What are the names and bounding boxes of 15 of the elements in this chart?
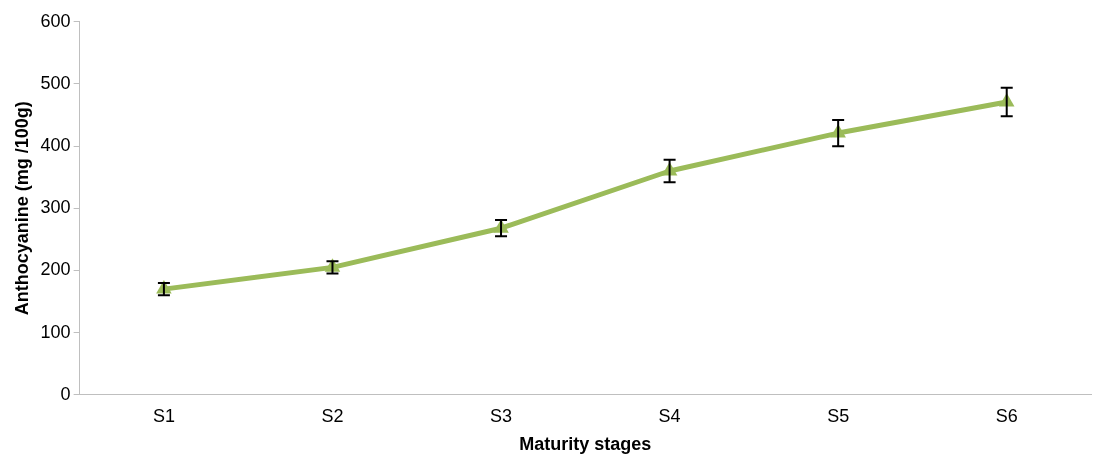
y-tick-label: 600 <box>40 10 71 31</box>
y-tick-label: 300 <box>40 197 71 218</box>
y-tick-label: 400 <box>40 135 71 156</box>
x-tick-label: S2 <box>321 405 344 426</box>
x-tick-label: S3 <box>490 405 513 426</box>
x-tick-label: S6 <box>995 405 1018 426</box>
x-tick-label: S1 <box>152 405 175 426</box>
y-tick-label: 500 <box>40 72 71 93</box>
y-axis-title: Anthocyanine (mg /100g) <box>11 101 32 316</box>
x-tick-label: S4 <box>658 405 681 426</box>
y-tick-label: 100 <box>40 321 71 342</box>
x-tick-label: S5 <box>827 405 850 426</box>
y-tick-label: 0 <box>60 383 71 404</box>
x-axis-title: Maturity stages <box>519 434 652 455</box>
y-tick-label: 200 <box>40 259 71 280</box>
